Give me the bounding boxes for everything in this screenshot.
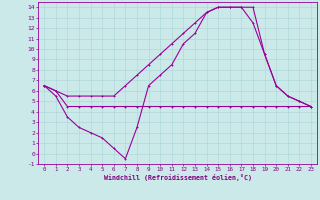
X-axis label: Windchill (Refroidissement éolien,°C): Windchill (Refroidissement éolien,°C)	[104, 174, 252, 181]
